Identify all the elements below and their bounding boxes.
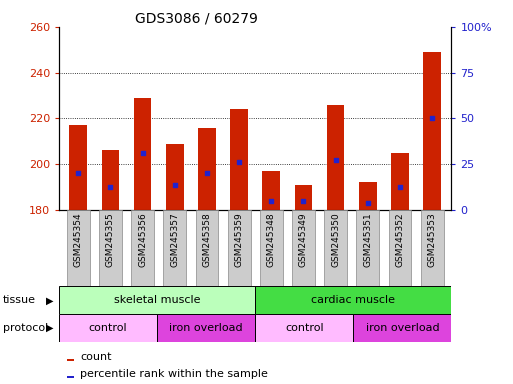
Text: GSM245348: GSM245348 [267, 213, 276, 267]
Text: tissue: tissue [3, 295, 35, 305]
Bar [260, 210, 283, 286]
Text: GSM245350: GSM245350 [331, 213, 340, 268]
Bar [359, 182, 377, 210]
Bar [99, 210, 122, 286]
Text: control: control [89, 323, 127, 333]
Text: ▶: ▶ [46, 295, 54, 305]
Bar [157, 314, 255, 342]
Point [203, 170, 211, 176]
Text: iron overload: iron overload [169, 323, 243, 333]
Bar [59, 314, 157, 342]
Bar [166, 144, 184, 210]
Point [106, 184, 114, 190]
Text: skeletal muscle: skeletal muscle [114, 295, 201, 305]
Text: GSM245356: GSM245356 [138, 213, 147, 268]
Point [300, 197, 308, 204]
Point [364, 200, 372, 206]
Bar [131, 210, 154, 286]
Point [396, 184, 404, 190]
Bar [324, 210, 347, 286]
Text: GSM245353: GSM245353 [428, 213, 437, 268]
Bar [59, 286, 255, 314]
Bar [230, 109, 248, 210]
Text: percentile rank within the sample: percentile rank within the sample [80, 369, 268, 379]
Text: GSM245351: GSM245351 [363, 213, 372, 268]
Point [428, 115, 436, 121]
Point [171, 182, 179, 188]
Point [331, 156, 340, 162]
Bar [69, 125, 87, 210]
Text: GSM245357: GSM245357 [170, 213, 180, 268]
Text: protocol: protocol [3, 323, 48, 333]
Text: GSM245349: GSM245349 [299, 213, 308, 267]
Bar [67, 210, 90, 286]
Bar [421, 210, 444, 286]
Bar [292, 210, 315, 286]
Point [235, 159, 243, 165]
Bar [423, 52, 441, 210]
Text: GSM245352: GSM245352 [396, 213, 404, 267]
Text: cardiac muscle: cardiac muscle [311, 295, 396, 305]
Bar [67, 359, 74, 361]
Bar [255, 314, 353, 342]
Bar [195, 210, 219, 286]
Text: control: control [285, 323, 324, 333]
Bar [388, 210, 411, 286]
Point [74, 170, 83, 176]
Point [139, 150, 147, 156]
Bar [163, 210, 186, 286]
Text: GSM245355: GSM245355 [106, 213, 115, 268]
Bar [134, 98, 151, 210]
Text: iron overload: iron overload [366, 323, 439, 333]
Bar [353, 314, 451, 342]
Bar [102, 151, 120, 210]
Text: GSM245358: GSM245358 [203, 213, 211, 268]
Bar [391, 153, 409, 210]
Bar [228, 210, 250, 286]
Text: ▶: ▶ [46, 323, 54, 333]
Text: GSM245359: GSM245359 [234, 213, 244, 268]
Bar [357, 210, 379, 286]
Bar [263, 171, 280, 210]
Bar [255, 286, 451, 314]
Bar [198, 127, 216, 210]
Text: count: count [80, 352, 111, 362]
Bar [294, 185, 312, 210]
Text: GDS3086 / 60279: GDS3086 / 60279 [135, 12, 258, 25]
Point [267, 197, 275, 204]
Bar [67, 376, 74, 379]
Text: GSM245354: GSM245354 [74, 213, 83, 267]
Bar [327, 105, 345, 210]
